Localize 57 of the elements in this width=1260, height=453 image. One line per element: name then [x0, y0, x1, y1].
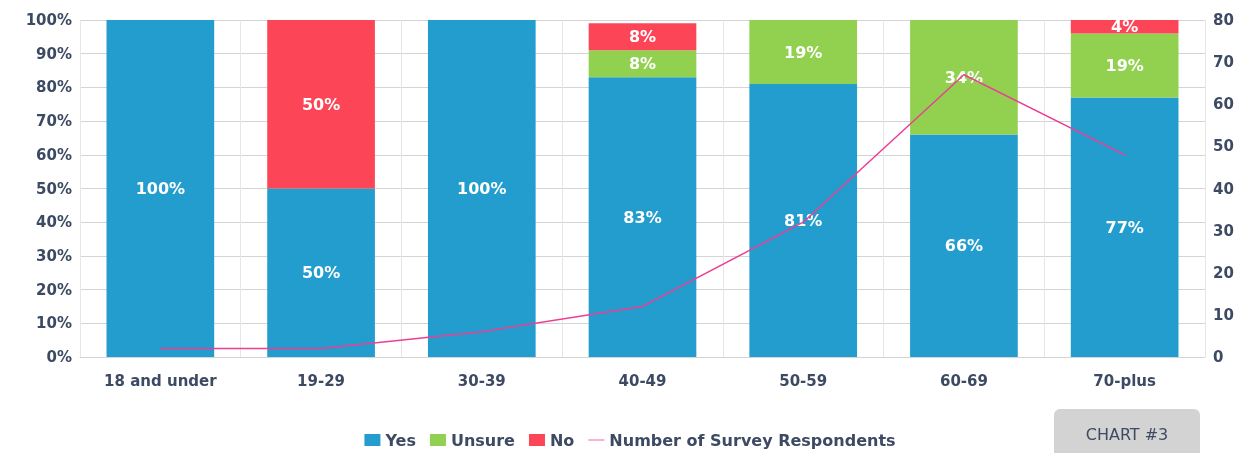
bar	[910, 20, 1018, 135]
bar	[588, 77, 697, 357]
y-tick-label: 20%	[36, 280, 72, 299]
bar	[749, 84, 858, 357]
x-tick-label: 19-29	[297, 371, 346, 390]
y2-tick-label: 60	[1213, 95, 1234, 114]
data-label: 19%	[784, 42, 823, 62]
data-label: 100%	[135, 179, 186, 198]
y2-tick-label: 80	[1213, 11, 1234, 29]
y-tick-label: 100%	[25, 11, 72, 29]
data-label: 8%	[628, 54, 657, 74]
legend-label: Yes	[384, 430, 416, 450]
x-tick-label: 70-plus	[1093, 371, 1156, 390]
data-label: 66%	[944, 236, 984, 256]
bar	[1070, 97, 1179, 357]
y2-tick-label: 0	[1213, 348, 1224, 366]
bar	[910, 134, 1018, 357]
x-tick-label: 60-69	[939, 371, 988, 390]
data-label: 4%	[1111, 17, 1139, 37]
y-tick-label: 30%	[36, 246, 72, 265]
y-tick-label: 60%	[36, 145, 72, 164]
y-tick-label: 90%	[36, 44, 72, 63]
data-label: 83%	[623, 207, 662, 227]
data-label: 100%	[457, 179, 507, 198]
y-tick-label: 50%	[36, 179, 72, 198]
text: CHART #3	[1085, 424, 1169, 444]
y2-tick-label: 20	[1213, 263, 1234, 282]
y2-tick-label: 10	[1213, 305, 1234, 324]
data-label: 50%	[301, 94, 341, 114]
bar	[267, 188, 375, 357]
x-tick-label: 18 and under	[104, 371, 218, 390]
bar	[267, 20, 375, 189]
y-tick-label: 40%	[36, 213, 72, 232]
y-tick-label: 70%	[36, 112, 72, 131]
y-tick-label: 10%	[36, 314, 72, 333]
legend-label: Number of Survey Respondents	[609, 430, 896, 450]
data-label: 8%	[628, 27, 657, 47]
y2-tick-label: 30	[1213, 221, 1234, 240]
x-tick-label: 50-59	[779, 371, 828, 390]
x-tick-label: 40-49	[618, 371, 667, 390]
data-label: 77%	[1105, 217, 1144, 237]
data-label: 50%	[301, 263, 341, 283]
data-label: 19%	[1105, 56, 1144, 75]
y2-tick-label: 70	[1213, 53, 1234, 72]
legend-label: Unsure	[450, 430, 516, 450]
x-tick-label: 30-39	[457, 371, 506, 390]
legend-label: No	[549, 430, 575, 450]
bar	[106, 20, 215, 357]
bar	[588, 23, 697, 51]
y2-tick-label: 40	[1213, 179, 1234, 198]
y-tick-label: 80%	[36, 78, 72, 97]
bar	[1070, 33, 1179, 98]
y2-tick-label: 50	[1213, 137, 1234, 156]
bar	[749, 20, 858, 85]
bar	[427, 20, 536, 357]
bar	[588, 50, 697, 78]
y-tick-label: 0%	[46, 348, 72, 366]
